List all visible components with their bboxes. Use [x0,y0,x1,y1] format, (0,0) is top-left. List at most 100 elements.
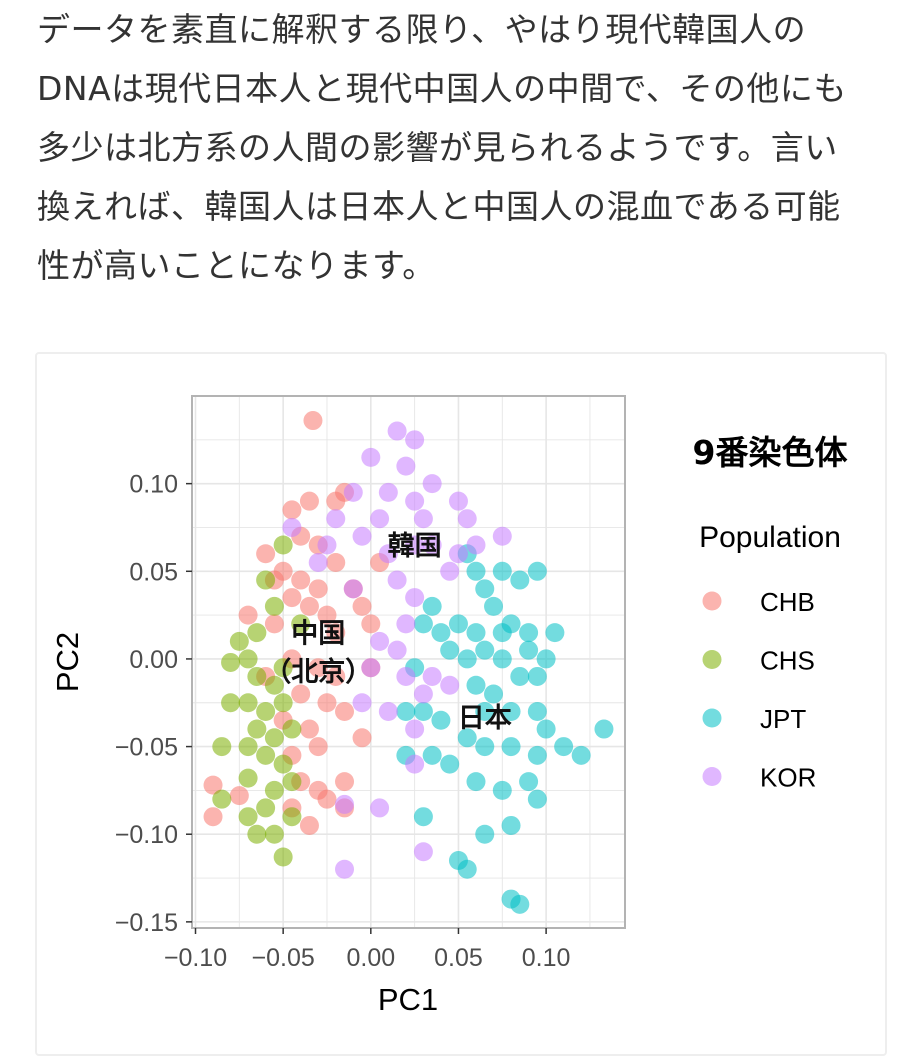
point-jpt [510,894,530,914]
point-chs [291,614,311,634]
point-jpt [475,824,495,844]
point-chb [299,596,319,616]
point-jpt [457,859,477,879]
y-tick-label: 0.05 [129,558,178,586]
point-chb [229,786,249,806]
point-jpt [571,745,591,765]
point-jpt [536,719,556,739]
axis-ticks: −0.10 −0.05 0.00 0.05 0.100.100.050.00−0.05−… [115,471,571,972]
point-kor [405,588,425,608]
point-jpt [422,745,442,765]
point-kor [370,798,390,818]
point-chs [273,754,293,774]
point-jpt [501,815,521,835]
point-jpt [492,649,512,669]
point-chb [308,658,328,678]
point-chb [256,544,276,564]
legend-key-chb [702,591,722,611]
point-chs [221,693,241,713]
point-jpt [536,649,556,669]
point-kor [282,517,302,537]
point-kor [440,561,460,581]
point-chs [264,596,284,616]
point-jpt [527,702,547,722]
point-chs [238,768,258,788]
annotation-label: 日本 [458,703,512,734]
point-kor [317,535,337,555]
point-jpt [457,728,477,748]
chart-card [35,352,887,1056]
point-chs [264,728,284,748]
point-jpt [431,710,451,730]
point-kor [448,491,468,511]
x-tick-label: 0.10 [522,944,571,972]
point-kor [422,666,442,686]
point-chs [247,666,267,686]
point-jpt [396,702,416,722]
point-chs [264,675,284,695]
point-chs [256,798,276,818]
point-chb [335,772,355,792]
y-tick-label: 0.10 [129,471,178,499]
point-chb [361,614,381,634]
point-jpt [475,579,495,599]
point-chs [282,772,302,792]
point-jpt [448,614,468,634]
point-kor [308,553,328,573]
point-jpt [510,570,530,590]
point-chb [308,737,328,757]
annotation-label: 中国 [291,619,345,650]
paragraph-line: データを素直に解釈する限り、やはり現代韓国人の [37,10,807,49]
point-chb [352,596,372,616]
point-jpt [475,640,495,660]
point-kor [413,842,433,862]
point-jpt [475,737,495,757]
point-kor [422,535,442,555]
point-chs [238,807,258,827]
paragraph-line: DNAは現代日本人と現代中国人の中間で、その他にも [37,69,847,108]
point-kor [457,509,477,529]
point-jpt [501,614,521,634]
point-chb [317,605,337,625]
point-jpt [545,623,565,643]
point-kor [405,719,425,739]
point-jpt [440,640,460,660]
point-chs [282,807,302,827]
point-chb [299,719,319,739]
point-kor [396,456,416,476]
point-jpt [527,745,547,765]
point-jpt [510,666,530,686]
point-chb [308,579,328,599]
point-jpt [519,623,539,643]
point-kor [466,535,486,555]
point-chs [264,824,284,844]
point-jpt [457,649,477,669]
point-chb [317,789,337,809]
point-chs [273,693,293,713]
point-jpt [466,623,486,643]
point-kor [396,614,416,634]
point-chs [238,693,258,713]
legend-label-kor: KOR [760,763,816,793]
point-kor [335,859,355,879]
point-chb [326,623,346,643]
point-kor [492,526,512,546]
point-kor [335,794,355,814]
point-jpt [484,684,504,704]
point-kor [343,579,363,599]
legend-label-chb: CHB [760,587,815,617]
point-jpt [422,596,442,616]
point-jpt [519,772,539,792]
legend: CHB CHS JPT KOR [702,587,816,793]
point-kor [352,526,372,546]
point-kor [326,509,346,529]
legend-key-jpt [702,708,722,728]
point-chs [212,737,232,757]
legend-title: Population [699,521,841,554]
point-kor [378,482,398,502]
paragraph-line: 換えれば、韓国人は日本人と中国人の混血である可能 [37,187,841,226]
point-chs [256,745,276,765]
point-kor [448,544,468,564]
paragraph-line: 多少は北方系の人間の影響が見られるようです。言い [37,128,838,167]
